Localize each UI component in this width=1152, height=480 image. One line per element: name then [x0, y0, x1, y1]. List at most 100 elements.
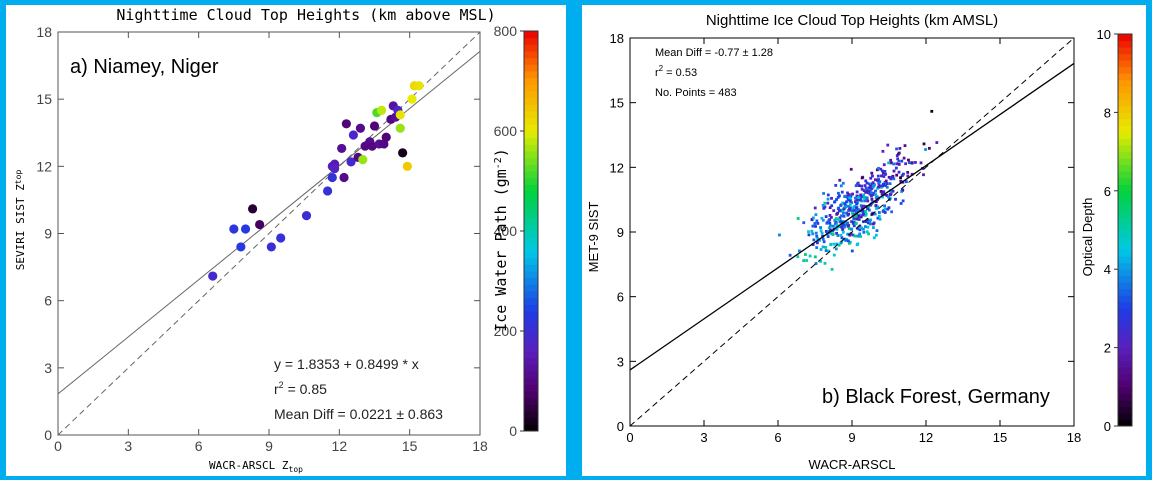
data-point: [811, 216, 815, 220]
colorbar-segment: [524, 264, 538, 272]
data-point: [847, 227, 851, 230]
data-point: [355, 123, 366, 133]
data-point: [414, 81, 424, 91]
data-point: [330, 163, 340, 174]
colorbar-segment: [524, 384, 538, 392]
data-point: [907, 158, 910, 162]
data-point: [840, 190, 844, 194]
x-tick-label: 15: [402, 438, 418, 454]
data-point: [884, 179, 888, 183]
colorbar-tick-label: 10: [1097, 27, 1111, 42]
data-point: [906, 174, 910, 178]
colorbar-segment: [1118, 230, 1132, 238]
data-point: [837, 206, 841, 210]
data-point: [869, 203, 872, 207]
data-point: [839, 241, 843, 245]
colorbar-segment: [1118, 249, 1132, 257]
data-point: [820, 231, 824, 235]
colorbar-segment: [1118, 53, 1132, 61]
data-point: [871, 185, 875, 188]
data-point: [842, 214, 846, 218]
data-point: [900, 174, 904, 177]
data-point: [864, 190, 868, 194]
colorbar-segment: [524, 297, 538, 305]
data-point: [832, 253, 836, 257]
data-point: [879, 190, 883, 193]
data-point: [885, 185, 889, 189]
data-point: [866, 218, 870, 222]
colorbar-label: Ice Water Path (gm-2): [492, 148, 510, 332]
regression-equation: y = 1.8353 + 0.8499 * x: [274, 356, 419, 372]
y-tick-label: 9: [44, 226, 52, 242]
colorbar-segment: [1118, 216, 1132, 224]
data-point: [860, 226, 863, 230]
data-point: [834, 184, 838, 187]
colorbar-segment: [1118, 399, 1132, 407]
data-point: [891, 189, 895, 193]
data-point: [824, 230, 828, 233]
colorbar-tick-label: 0: [509, 423, 517, 439]
data-point: [395, 123, 405, 133]
data-point: [855, 198, 859, 202]
colorbar-segment: [1118, 145, 1132, 153]
data-point: [853, 196, 857, 200]
data-point: [863, 199, 867, 203]
data-point: [875, 206, 879, 210]
colorbar-segment: [1118, 138, 1132, 146]
colorbar-segment: [524, 131, 538, 139]
colorbar-segment: [1118, 47, 1132, 55]
colorbar-segment: [524, 204, 538, 212]
data-point: [848, 233, 852, 237]
data-point: [857, 214, 861, 218]
colorbar-segment: [524, 364, 538, 372]
colorbar-segment: [524, 97, 538, 105]
data-point: [838, 178, 842, 182]
data-point: [890, 175, 894, 179]
colorbar-segment: [524, 377, 538, 385]
data-point: [845, 200, 848, 204]
data-point: [839, 233, 843, 237]
data-point: [828, 206, 832, 210]
data-point: [841, 230, 845, 234]
data-point: [863, 213, 867, 217]
data-point: [866, 221, 870, 225]
data-point: [881, 184, 884, 188]
data-point: [402, 161, 412, 171]
y-tick-label: 18: [610, 31, 624, 46]
colorbar-segment: [1118, 223, 1132, 231]
colorbar-segment: [524, 144, 538, 152]
colorbar-segment: [1118, 34, 1132, 42]
data-point: [874, 233, 878, 237]
data-point: [832, 209, 836, 213]
data-point: [797, 249, 801, 253]
colorbar-tick-label: 200: [494, 323, 518, 339]
data-point: [811, 224, 815, 228]
regression-line: [57, 51, 481, 395]
data-point: [922, 173, 925, 177]
y-tick-label: 15: [610, 96, 624, 111]
x-tick-label: 6: [774, 430, 781, 445]
data-point: [897, 162, 901, 166]
colorbar-segment: [1118, 132, 1132, 140]
data-point: [846, 198, 850, 202]
colorbar-segment: [524, 44, 538, 52]
data-point: [886, 207, 890, 211]
colorbar-segment: [524, 137, 538, 145]
data-point: [842, 223, 845, 226]
data-point: [815, 246, 819, 249]
data-point: [837, 225, 841, 229]
data-point: [833, 222, 837, 226]
niamey-scatter-chart: Nighttime Cloud Top Heights (km above MS…: [14, 6, 539, 474]
regression-line: [629, 62, 1075, 371]
data-point: [877, 211, 881, 214]
data-point: [883, 204, 886, 208]
colorbar-segment: [524, 91, 538, 99]
data-point: [910, 161, 914, 165]
data-point: [828, 214, 832, 217]
colorbar-segment: [524, 151, 538, 159]
data-point: [894, 197, 897, 201]
data-point: [838, 220, 842, 223]
colorbar-segment: [1118, 60, 1132, 68]
data-point: [870, 194, 873, 198]
data-point: [840, 225, 843, 229]
